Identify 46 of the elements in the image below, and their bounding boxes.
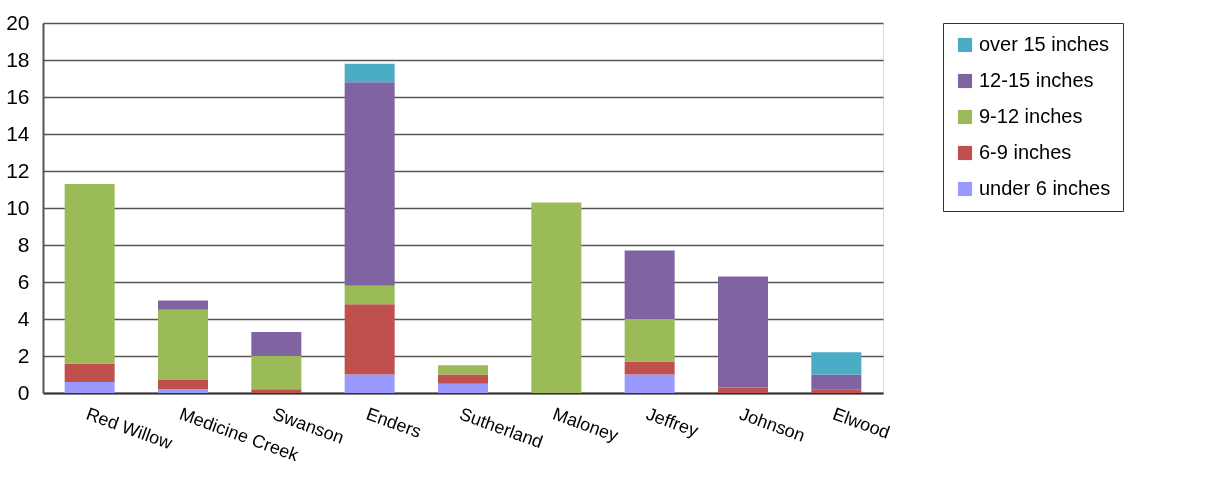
- y-tick-label: 20: [6, 10, 30, 34]
- bar: [344, 285, 395, 305]
- y-tick-label: 10: [6, 195, 30, 219]
- bar: [251, 356, 302, 390]
- legend-label: under 6 inches: [979, 177, 1111, 199]
- bar: [811, 374, 862, 390]
- bar: [438, 383, 488, 393]
- bar: [438, 374, 488, 384]
- bar: [158, 389, 208, 393]
- bar: [64, 363, 115, 382]
- bar: [251, 389, 302, 393]
- y-tick-label: 2: [17, 343, 30, 367]
- bar: [811, 352, 862, 375]
- bar: [718, 387, 768, 393]
- bar: [158, 309, 208, 381]
- legend-label: 6-9 inches: [979, 141, 1072, 163]
- bar: [438, 365, 488, 375]
- bar: [718, 276, 768, 388]
- y-tick-label: 4: [17, 306, 30, 330]
- bar: [344, 304, 395, 375]
- bar: [624, 250, 675, 319]
- bar: [64, 183, 115, 364]
- y-tick-label: 18: [6, 47, 30, 71]
- y-tick-label: 6: [17, 269, 30, 293]
- bar: [158, 300, 208, 310]
- bar: [158, 380, 208, 390]
- bar: [624, 361, 675, 375]
- legend-label: 12-15 inches: [979, 69, 1094, 91]
- bar: [624, 319, 675, 362]
- bar: [624, 374, 675, 393]
- y-tick-label: 12: [6, 158, 30, 182]
- bar: [344, 82, 395, 286]
- bar: [531, 202, 582, 393]
- y-tick-label: 14: [6, 121, 30, 145]
- y-tick-label: 0: [17, 380, 30, 404]
- bar: [811, 389, 862, 393]
- legend-label: 9-12 inches: [979, 105, 1083, 127]
- x-tick-label: Enders: [363, 403, 424, 442]
- x-tick-label: Red Willow: [83, 403, 176, 454]
- bar: [344, 63, 395, 83]
- y-tick-label: 8: [17, 232, 30, 256]
- bar: [344, 374, 395, 393]
- legend-label: over 15 inches: [979, 33, 1110, 55]
- bar: [64, 381, 115, 393]
- bar: [251, 331, 302, 356]
- y-tick-label: 16: [6, 84, 30, 108]
